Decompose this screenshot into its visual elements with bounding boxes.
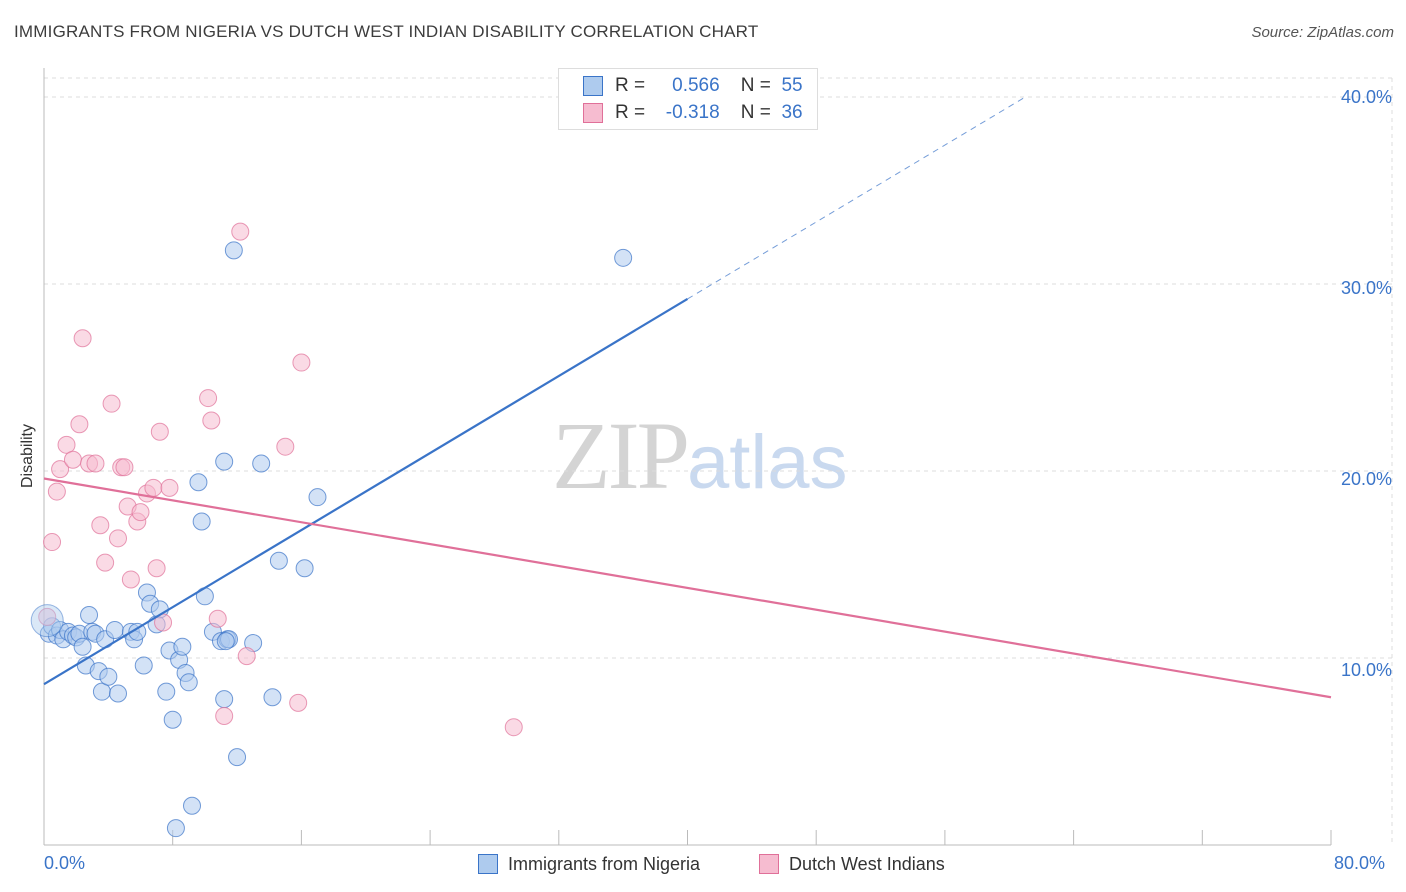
nigeria-point-17 bbox=[99, 667, 118, 686]
legend-r-value: 0.566 bbox=[672, 75, 720, 96]
watermark-atlas: atlas bbox=[687, 420, 848, 505]
dutch-point-33 bbox=[289, 693, 308, 712]
dutch-point-25 bbox=[160, 478, 179, 497]
dutch-point-9 bbox=[86, 454, 105, 473]
dutch-point-4 bbox=[57, 435, 76, 454]
legend-r-label: R = bbox=[615, 102, 646, 123]
dutch-point-21 bbox=[144, 478, 163, 497]
watermark: ZIPatlas bbox=[552, 400, 848, 511]
nigeria-point-37 bbox=[189, 473, 208, 492]
nigeria-point-22 bbox=[128, 622, 147, 641]
nigeria-point-23 bbox=[134, 656, 153, 675]
bottom-legend-label: Immigrants from Nigeria bbox=[508, 854, 701, 874]
legend-n-value: 55 bbox=[781, 75, 803, 96]
legend-r-label: R = bbox=[615, 75, 646, 96]
dutch-point-28 bbox=[208, 609, 227, 628]
dutch-point-35 bbox=[504, 718, 523, 737]
y-tick-10: 10.0% bbox=[1340, 660, 1392, 680]
nigeria-point-11 bbox=[80, 605, 99, 624]
y-tick-40: 40.0% bbox=[1340, 87, 1392, 107]
source-label: Source: ZipAtlas.com bbox=[1251, 24, 1394, 41]
nigeria-point-49 bbox=[215, 452, 234, 471]
dutch-point-23 bbox=[150, 422, 169, 441]
nigeria-point-15 bbox=[92, 682, 111, 701]
dutch-point-10 bbox=[91, 516, 110, 535]
nigeria-point-47 bbox=[216, 632, 235, 651]
dutch-point-12 bbox=[102, 394, 121, 413]
legend-n-value: 36 bbox=[781, 102, 803, 123]
nigeria-point-28 bbox=[157, 682, 176, 701]
nigeria-point-large bbox=[30, 604, 64, 638]
nigeria-point-33 bbox=[173, 637, 192, 656]
dutch-point-13 bbox=[109, 529, 128, 548]
dutch-point-15 bbox=[115, 458, 134, 477]
nigeria-point-51 bbox=[263, 688, 282, 707]
nigeria-point-55 bbox=[614, 248, 633, 267]
dutch-point-2 bbox=[47, 482, 66, 501]
dutch-point-22 bbox=[147, 559, 166, 578]
nigeria-point-42 bbox=[215, 690, 234, 709]
legend-n-label: N = bbox=[740, 102, 771, 123]
nigeria-trend-line bbox=[43, 298, 689, 686]
legend-n-label: N = bbox=[740, 75, 771, 96]
nigeria-point-44 bbox=[228, 748, 247, 767]
nigeria-point-50 bbox=[252, 454, 271, 473]
nigeria-point-30 bbox=[163, 710, 182, 729]
dutch-point-29 bbox=[215, 706, 234, 725]
x-tick-max: 80.0% bbox=[1334, 853, 1386, 873]
nigeria-point-38 bbox=[192, 512, 211, 531]
dutch-point-17 bbox=[121, 570, 140, 589]
nigeria-point-19 bbox=[109, 684, 128, 703]
nigeria-point-9 bbox=[73, 637, 92, 656]
chart-title: IMMIGRANTS FROM NIGERIA VS DUTCH WEST IN… bbox=[14, 22, 759, 41]
nigeria-point-52 bbox=[269, 551, 288, 570]
dutch-point-19 bbox=[131, 503, 150, 522]
dutch-point-31 bbox=[237, 647, 256, 666]
legend-swatch-blue bbox=[583, 76, 603, 96]
bottom-legend-nigeria: Immigrants from Nigeria bbox=[478, 852, 700, 876]
legend-swatch-pink bbox=[583, 103, 603, 123]
nigeria-point-18 bbox=[105, 620, 124, 639]
bottom-legend-label: Dutch West Indians bbox=[789, 854, 945, 874]
nigeria-point-35 bbox=[179, 673, 198, 692]
y-axis-label: Disability bbox=[19, 423, 36, 489]
x-tick-min: 0.0% bbox=[44, 853, 86, 873]
dutch-trend-line bbox=[43, 477, 1332, 699]
nigeria-point-36 bbox=[183, 796, 202, 815]
nigeria-point-48 bbox=[224, 241, 243, 260]
y-tick-20: 20.0% bbox=[1340, 469, 1392, 489]
dutch-point-1 bbox=[43, 533, 62, 552]
bottom-swatch-blue bbox=[478, 854, 498, 874]
bottom-legend-dutch: Dutch West Indians bbox=[759, 852, 945, 876]
dutch-point-32 bbox=[276, 437, 295, 456]
dutch-point-30 bbox=[231, 222, 250, 241]
dutch-point-27 bbox=[202, 411, 221, 430]
dutch-point-5 bbox=[63, 450, 82, 469]
dutch-point-0 bbox=[38, 607, 57, 626]
y-tick-30: 30.0% bbox=[1340, 278, 1392, 298]
watermark-zip: ZIP bbox=[552, 402, 690, 509]
bottom-swatch-pink bbox=[759, 854, 779, 874]
stats-legend: R = 0.566 N = 55 R = -0.318 N = 36 bbox=[558, 68, 818, 130]
nigeria-point-53 bbox=[295, 559, 314, 578]
dutch-point-3 bbox=[51, 460, 70, 479]
dutch-point-34 bbox=[292, 353, 311, 372]
nigeria-point-54 bbox=[308, 488, 327, 507]
dutch-point-7 bbox=[73, 329, 92, 348]
nigeria-point-31 bbox=[166, 819, 185, 838]
dutch-point-11 bbox=[96, 553, 115, 572]
dutch-point-6 bbox=[70, 415, 89, 434]
legend-r-value: -0.318 bbox=[665, 102, 720, 123]
dutch-point-26 bbox=[199, 389, 218, 408]
